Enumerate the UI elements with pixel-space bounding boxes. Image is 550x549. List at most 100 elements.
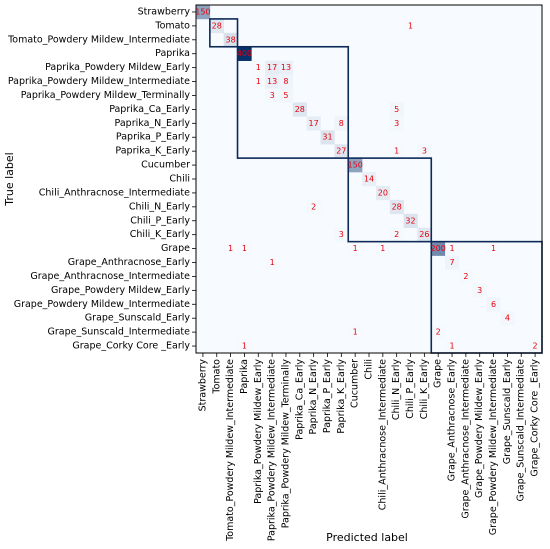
y-tick-label: Tomato_Powdery Mildew_Intermediate	[7, 34, 190, 45]
cell-value-label: 1	[256, 63, 261, 72]
y-tick-label: Grape_Anthracnose_Early	[68, 257, 191, 268]
heatmap-cell	[445, 255, 460, 270]
cell-value-label: 150	[195, 7, 210, 16]
cell-value-label: 8	[283, 77, 288, 86]
x-tick-label: Paprika_P_Early	[322, 359, 333, 433]
y-tick-label: Grape_Corky Core _Early	[72, 341, 190, 352]
x-tick-label: Grape_Powdery Mildew_Intermediate	[488, 359, 499, 535]
heatmap-cell	[237, 46, 252, 61]
x-tick-label: Chili_P_Early	[405, 359, 416, 419]
cell-value-label: 5	[394, 105, 399, 114]
x-axis-title: Predicted label	[326, 531, 408, 544]
x-tick-label: Paprika_Powdery Mildew_Terminally	[280, 359, 291, 529]
cell-value-label: 17	[309, 119, 319, 128]
y-tick-label: Chili_Anthracnose_Intermediate	[39, 187, 190, 198]
heatmap-cell	[279, 60, 294, 75]
x-tick-label: Paprika_Ca_Early	[294, 359, 305, 440]
cell-value-label: 2	[311, 202, 316, 211]
cell-value-label: 20	[378, 188, 388, 197]
cell-value-label: 200	[431, 244, 446, 253]
heatmap-cell	[279, 74, 294, 89]
cell-value-label: 3	[422, 147, 427, 156]
y-axis-ticks: Strawberry Tomato Tomato_Powdery Mildew_In…	[7, 6, 196, 352]
heatmap-cell	[265, 74, 280, 89]
cell-value-label: 6	[491, 300, 496, 309]
heatmap-cell	[445, 339, 460, 354]
cell-value-label: 1	[256, 77, 261, 86]
heatmap-cell	[209, 18, 224, 34]
cell-value-label: 32	[405, 216, 415, 225]
cell-value-label: 3	[339, 230, 344, 239]
y-tick-label: Grape_Anthracnose_Intermediate	[30, 271, 190, 282]
heatmap-cell	[237, 339, 252, 354]
heatmap-cell	[500, 311, 515, 326]
x-tick-label: Chili_Anthracnose_Intermediate	[377, 359, 388, 510]
x-tick-label: Grape_Powdery Mildew_Early	[474, 359, 485, 498]
heatmap-cell	[279, 88, 294, 103]
cell-value-label: 400	[237, 49, 252, 58]
group-box	[347, 157, 433, 243]
x-tick-label: Grape_Sunscald_Early	[502, 359, 513, 465]
x-tick-label: Tomato	[211, 359, 222, 395]
x-tick-label: Chili_N_Early	[391, 359, 402, 421]
cell-value-label: 1	[394, 147, 399, 156]
heatmap-cell	[265, 88, 280, 103]
heatmap-cell	[389, 199, 404, 215]
heatmap-cell	[237, 241, 252, 256]
heatmap-cell	[362, 172, 377, 187]
x-tick-label: Cucumber	[350, 359, 361, 408]
cell-value-label: 13	[281, 63, 291, 72]
y-tick-label: Paprika_N_Early	[115, 118, 191, 129]
cell-value-label: 1	[380, 244, 385, 253]
heatmap-cell	[292, 102, 308, 117]
heatmap-cell	[389, 227, 404, 242]
heatmap-cell	[265, 255, 280, 270]
heatmap-cell	[389, 116, 404, 131]
cell-value-label: 1	[242, 342, 247, 351]
heatmap-cell	[334, 144, 349, 159]
y-tick-label: Paprika_Powdery Mildew_Intermediate	[8, 76, 190, 87]
y-tick-label: Chili_P_Early	[130, 215, 190, 226]
x-axis-ticks: Strawberry Tomato Tomato_Powdery Mildew_In…	[197, 353, 541, 542]
y-tick-label: Grape_Powdery Mildew_Early	[51, 285, 190, 296]
x-tick-label: Grape_Anthracnose_Early	[447, 359, 458, 482]
y-tick-label: Paprika	[155, 48, 190, 59]
heatmap-cell	[403, 213, 418, 229]
heatmap-cell	[265, 60, 280, 75]
cell-value-label: 5	[283, 91, 288, 100]
heatmap-cell	[486, 297, 501, 312]
x-tick-label: Grape	[433, 359, 444, 388]
cell-value-label: 2	[394, 230, 399, 239]
heatmap-cell	[389, 102, 404, 117]
x-tick-label: Chili	[364, 359, 375, 380]
heatmap-cell	[320, 130, 335, 145]
cell-value-label: 8	[339, 119, 344, 128]
cell-value-label: 1	[408, 21, 413, 30]
cell-value-label: 27	[336, 147, 346, 156]
cell-value-label: 13	[267, 77, 277, 86]
heatmap-cell	[223, 32, 238, 48]
group-box	[209, 18, 239, 48]
y-tick-label: Paprika_K_Early	[115, 146, 190, 157]
group-box	[236, 45, 350, 159]
cell-value-label: 1	[353, 328, 358, 337]
heatmap-cell	[375, 185, 391, 201]
heatmap-cell	[306, 116, 321, 131]
heatmap-cells	[196, 5, 543, 354]
heatmap-cell	[375, 241, 391, 256]
heatmap-cell	[458, 269, 474, 284]
cell-value-label: 2	[533, 342, 538, 351]
cell-value-label: 1	[353, 244, 358, 253]
heatmap-cell	[486, 241, 501, 256]
heatmap-cell	[417, 227, 432, 242]
x-tick-label: Paprika_Powdery Mildew_Early	[253, 359, 264, 504]
cell-value-label: 28	[295, 105, 305, 114]
heatmap-cell	[528, 339, 543, 354]
cell-value-label: 2	[463, 272, 468, 281]
x-tick-label: Grape_Corky Core _Early	[530, 359, 541, 477]
y-axis-title: True label	[3, 152, 16, 206]
cell-value-label: 3	[394, 119, 399, 128]
cell-value-label: 3	[270, 91, 275, 100]
heatmap-cell	[223, 241, 238, 256]
